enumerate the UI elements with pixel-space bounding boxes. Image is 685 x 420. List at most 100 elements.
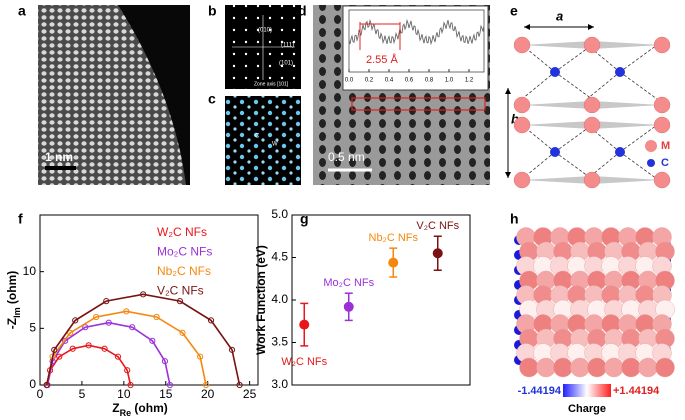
- panel-label: e: [510, 3, 518, 19]
- zone-axis: Zone axis [101]: [254, 81, 289, 87]
- data-point: [103, 298, 110, 305]
- legend-label: M: [661, 140, 670, 152]
- atom: [519, 357, 539, 378]
- atom: [655, 357, 675, 378]
- legend-label: Mo₂C NFs: [157, 245, 212, 259]
- data-point: [105, 319, 112, 326]
- panel-label: c: [208, 91, 216, 107]
- y-tick-label: 3.0: [271, 377, 288, 391]
- series-line: [45, 344, 132, 386]
- y-tick-label: 5.0: [271, 207, 288, 221]
- tick-label: 0.8: [425, 78, 434, 84]
- data-point: [127, 381, 134, 389]
- y-tick-label: 5: [29, 321, 36, 335]
- tick-label: 0.4: [385, 78, 394, 84]
- colorbar: [563, 384, 611, 397]
- spacing-label: 2.55 Å: [366, 53, 398, 66]
- atom: [621, 357, 641, 378]
- atom: [553, 357, 573, 378]
- atom: [536, 357, 556, 378]
- y-label-part: -Z: [5, 318, 19, 329]
- panel-label: d: [298, 3, 307, 19]
- spot-label: (101): [279, 61, 293, 67]
- data-point: [388, 257, 399, 268]
- lattice-label: b: [511, 111, 519, 126]
- y-label-part: (ohm): [5, 271, 19, 308]
- x-label: ZRe (ohm): [112, 401, 168, 418]
- metal-atom: [513, 116, 531, 134]
- bond: [619, 44, 658, 73]
- point-label: Mo₂C NFs: [323, 277, 374, 289]
- y-label: Work Function (eV): [254, 245, 268, 355]
- panel-label: a: [18, 3, 26, 19]
- series-line: [45, 293, 241, 386]
- legend-label: W₂C NFs: [157, 225, 207, 239]
- colorbar-min: -1.44194: [518, 385, 562, 397]
- legend-label: V₂C NFs: [157, 284, 204, 298]
- panel-h: h -1.44194 +1.44194 Charge: [510, 211, 675, 415]
- scale-bar-label: 1 nm: [45, 150, 73, 164]
- tick-label: 0.0: [345, 78, 354, 84]
- metal-atom: [513, 36, 531, 54]
- legend-swatch: [645, 140, 657, 152]
- legend-label: C: [661, 157, 669, 169]
- series-line: [46, 321, 171, 386]
- carbon-atom: [550, 147, 560, 157]
- data-point: [166, 381, 174, 389]
- data-point: [82, 324, 89, 331]
- data-point: [179, 329, 186, 336]
- data-point: [69, 345, 76, 352]
- tick-label: 0.6: [405, 78, 414, 84]
- y-tick-label: 3.5: [271, 335, 288, 349]
- y-tick-label: 4.5: [271, 250, 288, 264]
- lattice-label: a: [556, 8, 563, 23]
- data-point: [176, 298, 184, 305]
- x-label-part: Re: [120, 408, 132, 418]
- x-tick-label: 20: [201, 387, 215, 401]
- x-label-part: (ohm): [131, 401, 168, 415]
- data-point: [93, 313, 100, 321]
- y-tick-label: 0: [29, 377, 36, 391]
- data-point: [161, 358, 169, 365]
- data-point: [236, 381, 243, 389]
- bond: [521, 71, 556, 100]
- legend-label: Nb₂C NFs: [157, 264, 211, 278]
- data-point: [85, 342, 92, 349]
- x-tick-label: 25: [243, 387, 257, 401]
- x-tick-label: 5: [79, 387, 86, 401]
- metal-atom: [653, 36, 671, 54]
- bond: [554, 71, 593, 100]
- atom: [587, 357, 607, 378]
- atom-label: W: [272, 142, 278, 148]
- x-label-part: Z: [112, 401, 119, 415]
- data-point: [124, 367, 131, 374]
- metal-atom: [513, 171, 531, 189]
- bond: [554, 151, 593, 180]
- data-point: [197, 353, 204, 360]
- atom: [604, 357, 624, 378]
- metal-atom: [583, 96, 601, 114]
- bond: [554, 44, 593, 73]
- data-point: [202, 381, 210, 389]
- metal-atom: [583, 116, 601, 134]
- metal-atom: [653, 96, 671, 114]
- y-label-part: Im: [12, 307, 22, 318]
- y-tick-label: 4.0: [271, 292, 288, 306]
- metal-atom: [653, 171, 671, 189]
- intensity-profile: [348, 18, 485, 46]
- data-point: [62, 337, 69, 344]
- atom-label: C: [255, 134, 260, 140]
- y-label: -ZIm (ohm): [5, 271, 22, 330]
- point-label: Nb₂C NFs: [369, 232, 419, 244]
- metal-atom: [653, 116, 671, 134]
- atom: [570, 357, 590, 378]
- series-line: [45, 310, 207, 386]
- data-point: [228, 346, 236, 353]
- atoms: [225, 96, 301, 185]
- metal-atom: [583, 171, 601, 189]
- panel-label: g: [300, 211, 309, 227]
- metal-atom: [583, 36, 601, 54]
- atom: [638, 357, 658, 378]
- data-point: [56, 353, 63, 360]
